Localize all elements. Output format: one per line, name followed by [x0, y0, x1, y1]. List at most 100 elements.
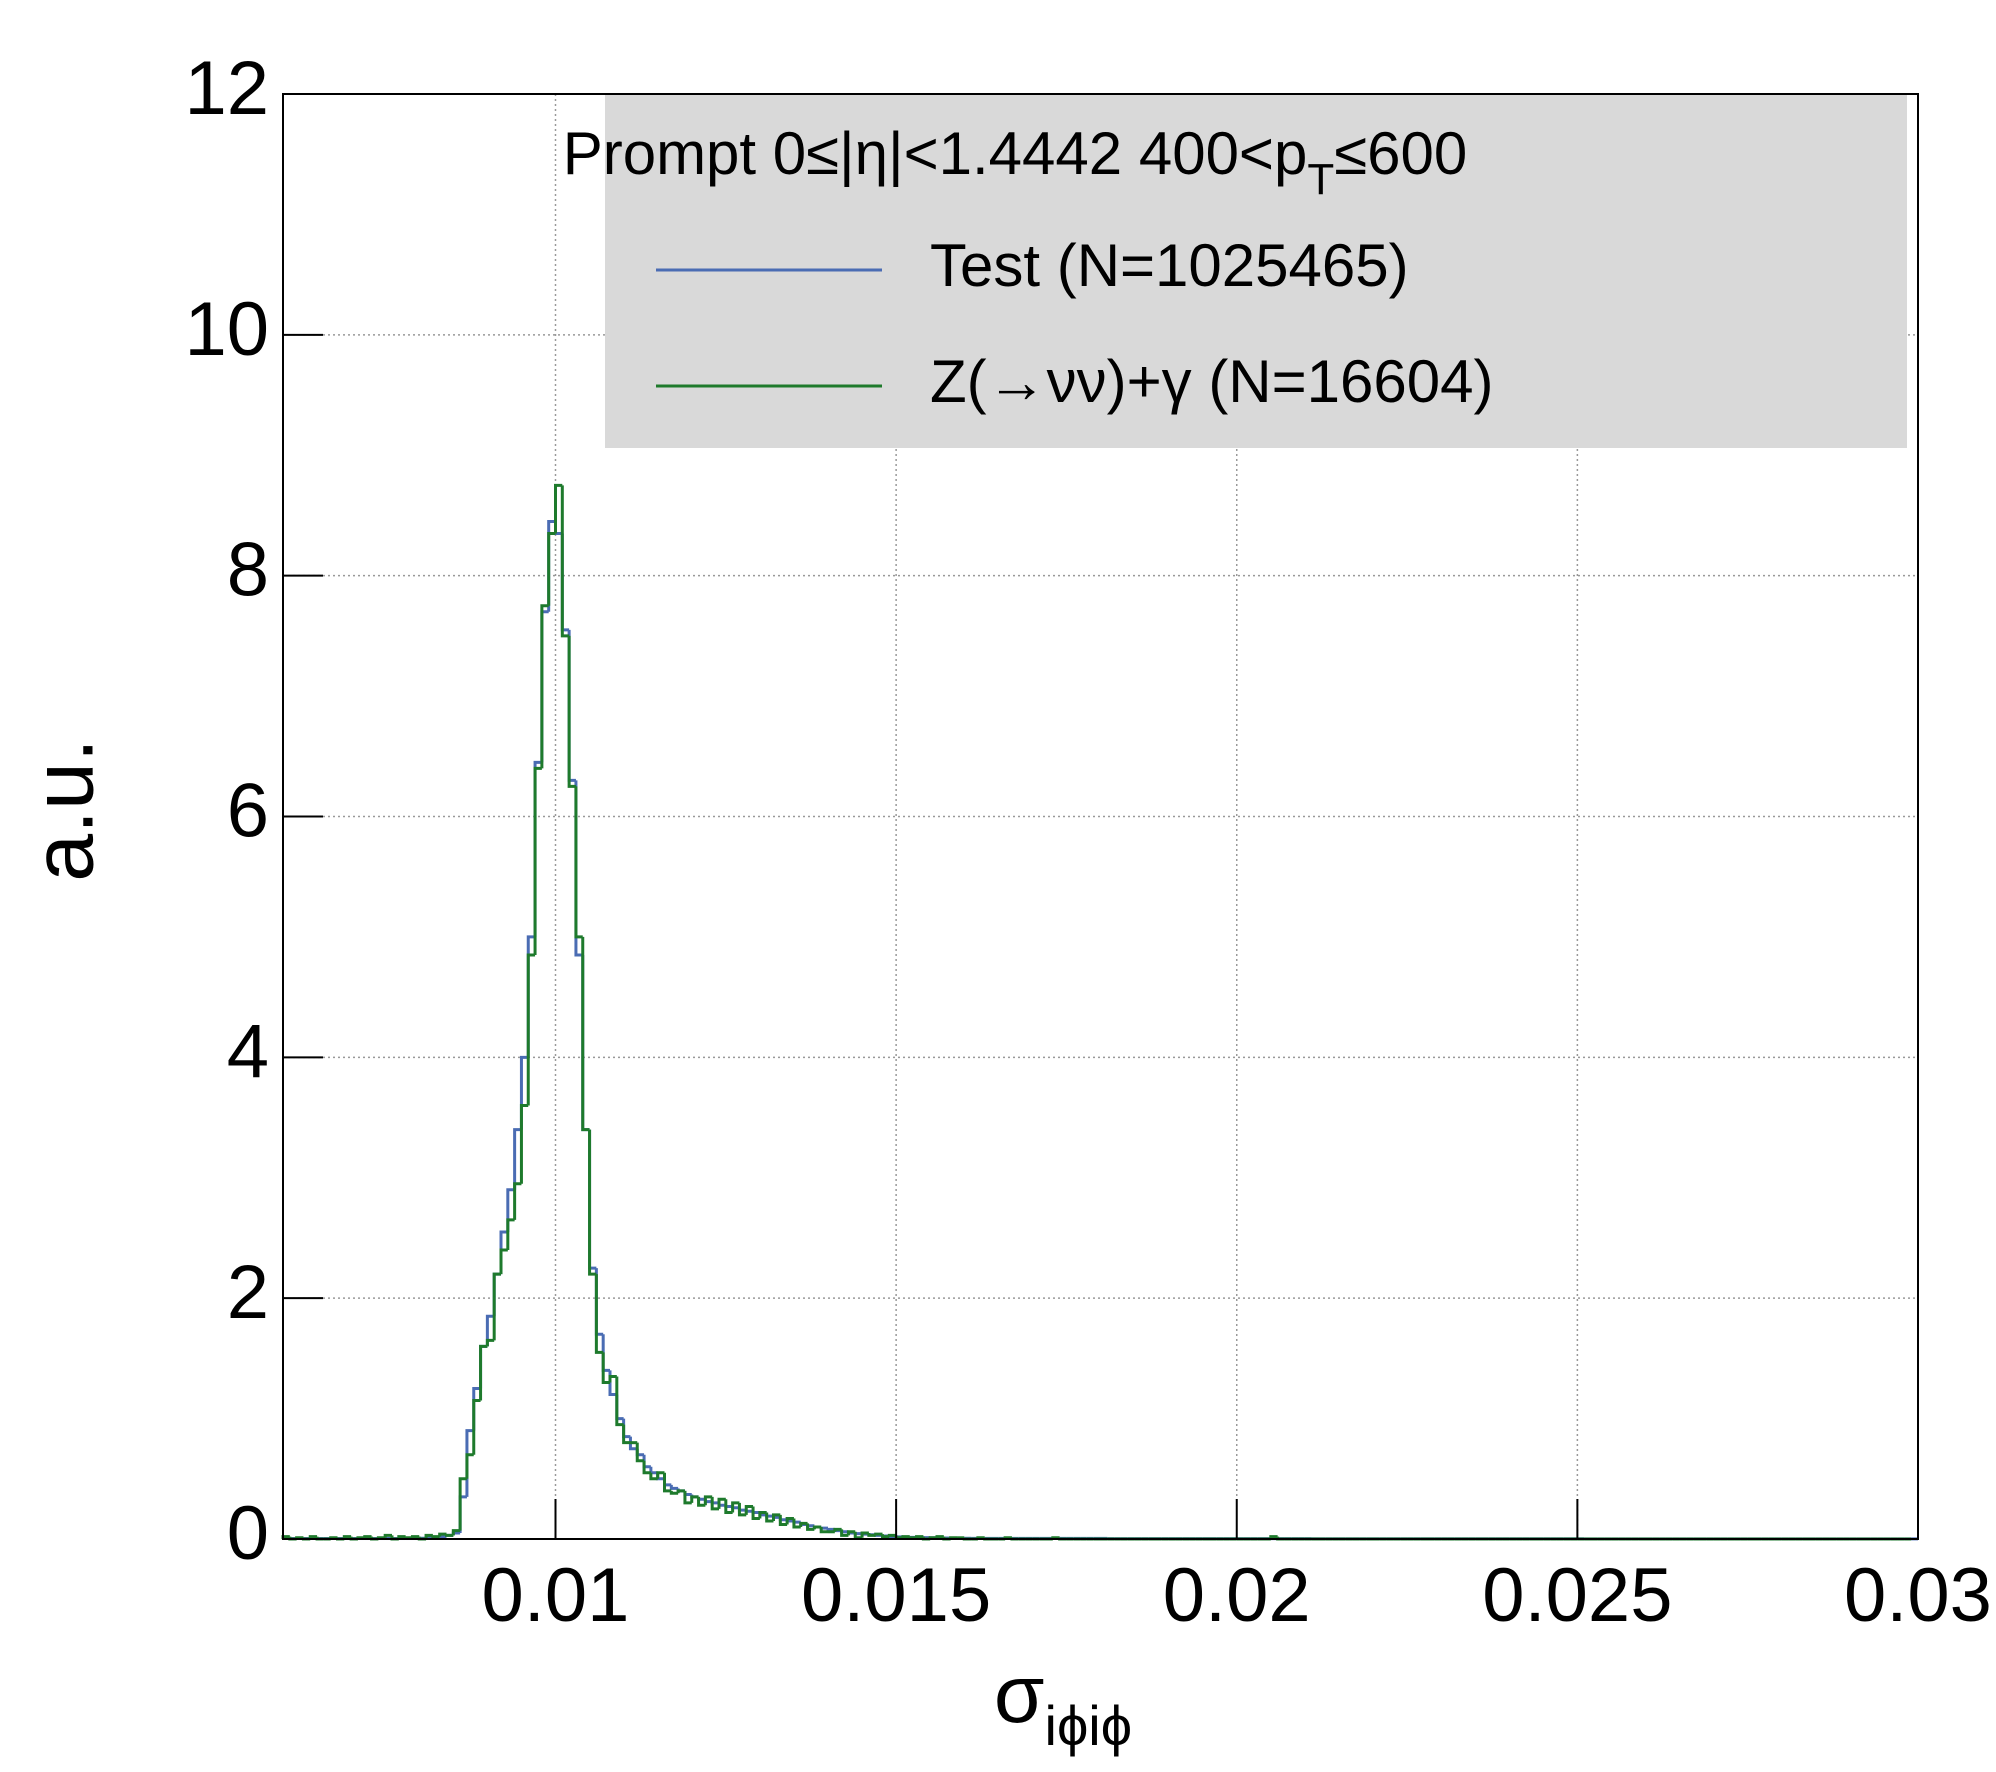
histogram-bin — [513, 1182, 522, 1220]
histogram-bin — [669, 1490, 679, 1495]
histogram-bin — [499, 1248, 508, 1275]
histogram-bin — [663, 1472, 672, 1493]
histogram-bin — [363, 1535, 372, 1539]
histogram-bin — [676, 1489, 685, 1494]
histogram-bin — [840, 1529, 849, 1537]
histogram-bin — [819, 1526, 828, 1534]
x-axis-label-sub: iϕiϕ — [1045, 1694, 1133, 1757]
histogram-bin — [690, 1495, 699, 1503]
histogram-bin — [833, 1527, 842, 1532]
histogram-bin — [901, 1535, 910, 1539]
histogram-bin — [622, 1424, 631, 1445]
histogram-bin — [615, 1376, 624, 1427]
x-axis-label-main: σ — [994, 1649, 1045, 1740]
histogram-bin — [465, 1453, 474, 1479]
histogram-bin — [431, 1535, 440, 1539]
histogram-bin — [785, 1517, 794, 1525]
x-tick-label: 0.015 — [801, 1553, 991, 1638]
histogram-bin — [717, 1497, 726, 1509]
histogram-bin — [588, 1129, 597, 1276]
histogram-bin — [601, 1352, 610, 1384]
y-tick-label: 0 — [227, 1491, 269, 1576]
histogram-bin — [410, 1535, 420, 1539]
histogram-bin — [744, 1504, 754, 1515]
y-tick-label: 8 — [227, 528, 269, 613]
histogram-bin — [731, 1501, 740, 1513]
y-tick-label: 12 — [184, 46, 269, 131]
histogram-bin — [554, 483, 563, 534]
legend-header-main: Prompt 0≤|η|<1.4442 400<p — [563, 120, 1308, 187]
histogram-bin — [751, 1506, 760, 1521]
histogram-bin — [506, 1188, 515, 1232]
histogram-bin — [826, 1527, 835, 1531]
legend-header-sub: T — [1307, 155, 1334, 204]
histogram-bin — [404, 1536, 413, 1540]
histogram-bin — [540, 604, 549, 769]
histogram-bin — [846, 1530, 856, 1536]
histogram-bin — [547, 532, 556, 606]
histogram-bin — [669, 1484, 679, 1490]
y-axis-label: a.u. — [16, 738, 112, 881]
histogram-bin — [935, 1535, 944, 1539]
histogram-bin — [887, 1533, 897, 1537]
histogram-bin — [908, 1536, 917, 1540]
histogram-bin — [806, 1523, 815, 1531]
x-tick-label: 0.03 — [1844, 1553, 1992, 1638]
x-tick-label: 0.025 — [1482, 1553, 1672, 1638]
histogram-bin — [628, 1436, 638, 1451]
histogram-bin — [881, 1534, 890, 1539]
y-tick-label: 2 — [227, 1250, 269, 1335]
histogram-bin — [860, 1531, 869, 1538]
y-tick-label: 4 — [227, 1009, 269, 1094]
legend-header-tail: ≤600 — [1334, 120, 1467, 187]
histogram-bin — [853, 1531, 863, 1540]
histogram-bin — [697, 1496, 706, 1507]
histogram-bin — [642, 1460, 651, 1475]
histogram-bin — [792, 1518, 801, 1529]
histogram-bin — [485, 1314, 495, 1347]
histogram-bin — [438, 1532, 447, 1537]
histogram-bin — [799, 1521, 808, 1527]
histogram-bin — [526, 953, 536, 1106]
histogram-bin — [874, 1532, 883, 1536]
histogram-bin — [506, 1218, 515, 1250]
histogram-bin — [574, 786, 583, 939]
histogram-bin — [383, 1533, 392, 1538]
histogram-bin — [778, 1514, 788, 1527]
histogram-bin — [649, 1472, 658, 1481]
histogram-bin — [485, 1338, 495, 1347]
histogram-bin — [683, 1490, 692, 1505]
histogram-bin — [533, 766, 542, 955]
histogram-bin — [915, 1535, 924, 1539]
histogram-bin — [492, 1272, 501, 1341]
y-tick-label: 10 — [184, 287, 269, 372]
histogram-bin — [560, 485, 570, 638]
histogram-bin — [458, 1477, 467, 1531]
histogram-bin — [451, 1529, 461, 1536]
histogram-bin — [867, 1532, 876, 1537]
histogram-bin — [608, 1374, 617, 1383]
histogram-bin — [656, 1471, 665, 1479]
histogram-bin — [703, 1495, 713, 1506]
legend-label: Z(→νν)+γ (N=16604) — [930, 348, 1494, 415]
histogram-bin — [445, 1533, 454, 1537]
histogram-bin — [737, 1502, 747, 1517]
histogram-bin — [724, 1499, 733, 1515]
histogram-bin — [472, 1399, 481, 1455]
histogram-bin — [812, 1525, 822, 1530]
legend-label: Test (N=1025465) — [930, 232, 1409, 299]
histogram-bin — [765, 1512, 774, 1523]
x-axis-label: σiϕiϕ — [994, 1649, 1132, 1757]
legend-header: Prompt 0≤|η|<1.4442 400<pT≤600 — [563, 120, 1468, 204]
histogram-bin — [519, 1104, 529, 1184]
x-tick-label: 0.01 — [482, 1553, 630, 1638]
histogram-bin — [567, 635, 576, 788]
y-tick-label: 6 — [227, 769, 269, 854]
x-tick-label: 0.02 — [1163, 1553, 1311, 1638]
histogram-bin — [594, 1274, 604, 1354]
histogram-bin — [635, 1442, 645, 1463]
histogram-bin — [758, 1511, 767, 1519]
histogram-bin — [772, 1513, 781, 1521]
